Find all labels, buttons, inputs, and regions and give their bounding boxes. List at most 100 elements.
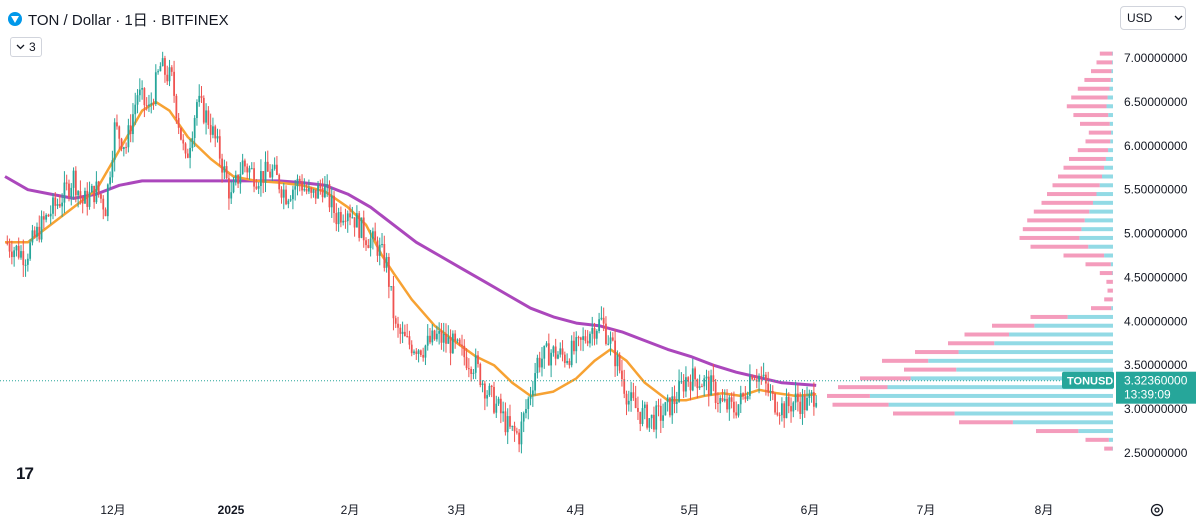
candle-body — [513, 425, 516, 432]
candle-body — [296, 178, 299, 187]
gear-icon[interactable] — [1149, 502, 1165, 518]
candle-body — [246, 166, 249, 173]
candle-body — [758, 375, 760, 382]
candle-body — [570, 340, 573, 366]
candle-body — [561, 348, 564, 355]
candle-body — [495, 403, 498, 413]
candle-body — [38, 226, 41, 240]
candle-body — [589, 333, 591, 344]
candle-body — [792, 402, 795, 412]
vp-bar-up — [1067, 314, 1113, 319]
currency-select[interactable]: USD — [1120, 6, 1186, 30]
symbol-title[interactable]: TON / Dollar · 1日 · BITFINEX — [28, 11, 229, 29]
candle-body — [29, 242, 32, 259]
candle-body — [22, 251, 25, 266]
candle-body — [248, 168, 251, 173]
candle-body — [796, 393, 799, 402]
candle-body — [312, 189, 315, 193]
vp-bar-up — [1009, 332, 1113, 337]
vp-bar-up — [958, 350, 1113, 355]
candle-body — [680, 381, 683, 383]
candle-body — [808, 393, 811, 398]
candle-body — [765, 374, 767, 384]
candle-body — [481, 383, 484, 386]
candle-body — [303, 188, 306, 191]
candle-body — [324, 185, 326, 198]
candle-body — [440, 331, 443, 343]
candle-body — [24, 264, 27, 266]
volume-profile — [827, 51, 1113, 451]
vp-bar-up — [1105, 156, 1113, 161]
vp-bar-down — [838, 385, 888, 390]
candle-body — [74, 170, 77, 196]
candle-body — [81, 197, 84, 204]
candle-body — [593, 328, 596, 339]
candle-body — [474, 355, 477, 373]
candle-body — [230, 192, 233, 199]
candle-body — [253, 168, 255, 187]
candle-body — [719, 398, 722, 404]
candle-body — [582, 336, 585, 340]
candle-body — [319, 185, 322, 188]
candle-body — [717, 402, 719, 404]
candle-body — [419, 350, 422, 355]
candle-body — [317, 185, 319, 199]
candle-body — [479, 364, 482, 386]
candle-body — [387, 256, 390, 287]
candle-body — [566, 360, 569, 363]
candle-body — [289, 199, 292, 201]
candle-body — [125, 147, 128, 149]
candle-body — [799, 401, 802, 414]
candle-body — [730, 397, 733, 402]
candle-body — [504, 411, 507, 433]
vp-bar-up — [1108, 148, 1113, 153]
price-tick-label: 6.00000000 — [1124, 139, 1188, 153]
candle-body — [573, 340, 575, 352]
candle-body — [591, 328, 594, 334]
vp-bar-down — [832, 402, 889, 407]
candle-body — [595, 330, 598, 339]
candle-body — [703, 378, 706, 387]
candle-body — [577, 337, 580, 339]
candle-body — [486, 395, 489, 399]
vp-bar-up — [1088, 244, 1113, 249]
vp-bar-up — [1092, 200, 1113, 205]
indicators-toggle-button[interactable]: 3 — [10, 37, 42, 57]
candle-body — [705, 376, 708, 379]
candle-body — [239, 174, 242, 184]
candle-body — [164, 58, 166, 75]
price-axis[interactable]: 2.50000000 3.00000000 3.50000000 4.00000000… — [1124, 51, 1188, 460]
candle-body — [401, 331, 404, 334]
candle-body — [177, 117, 180, 128]
candle-body — [424, 345, 427, 358]
vp-bar-up — [1107, 95, 1113, 100]
candle-body — [154, 72, 157, 105]
vp-bar-up — [1079, 235, 1113, 240]
tradingview-logo[interactable]: 17 — [16, 464, 34, 483]
candle-body — [58, 204, 61, 207]
candle-body — [463, 345, 466, 358]
candle-body — [264, 161, 267, 183]
candle-body — [721, 398, 724, 401]
time-axis[interactable]: 12月 2025 2月 3月 4月 5月 6月 7月 8月 — [100, 503, 1053, 517]
indicator-count: 3 — [29, 40, 36, 54]
candle-body — [111, 160, 114, 178]
vp-bar-down — [1069, 156, 1106, 161]
vp-bar-up — [1110, 139, 1113, 144]
candle-body — [221, 158, 223, 173]
candle-body — [269, 171, 271, 178]
candle-body — [520, 421, 523, 445]
candle-body — [810, 392, 813, 394]
vp-bar-up — [887, 385, 1113, 390]
candle-body — [335, 212, 338, 225]
candle-body — [739, 393, 742, 405]
candle-body — [762, 374, 765, 377]
candle-body — [749, 376, 751, 396]
candle-body — [632, 392, 635, 399]
candle-body — [145, 105, 148, 107]
vp-bar-up — [1106, 104, 1113, 109]
candle-body — [152, 103, 155, 105]
time-tick-label: 5月 — [681, 503, 700, 517]
candle-body — [175, 95, 178, 118]
